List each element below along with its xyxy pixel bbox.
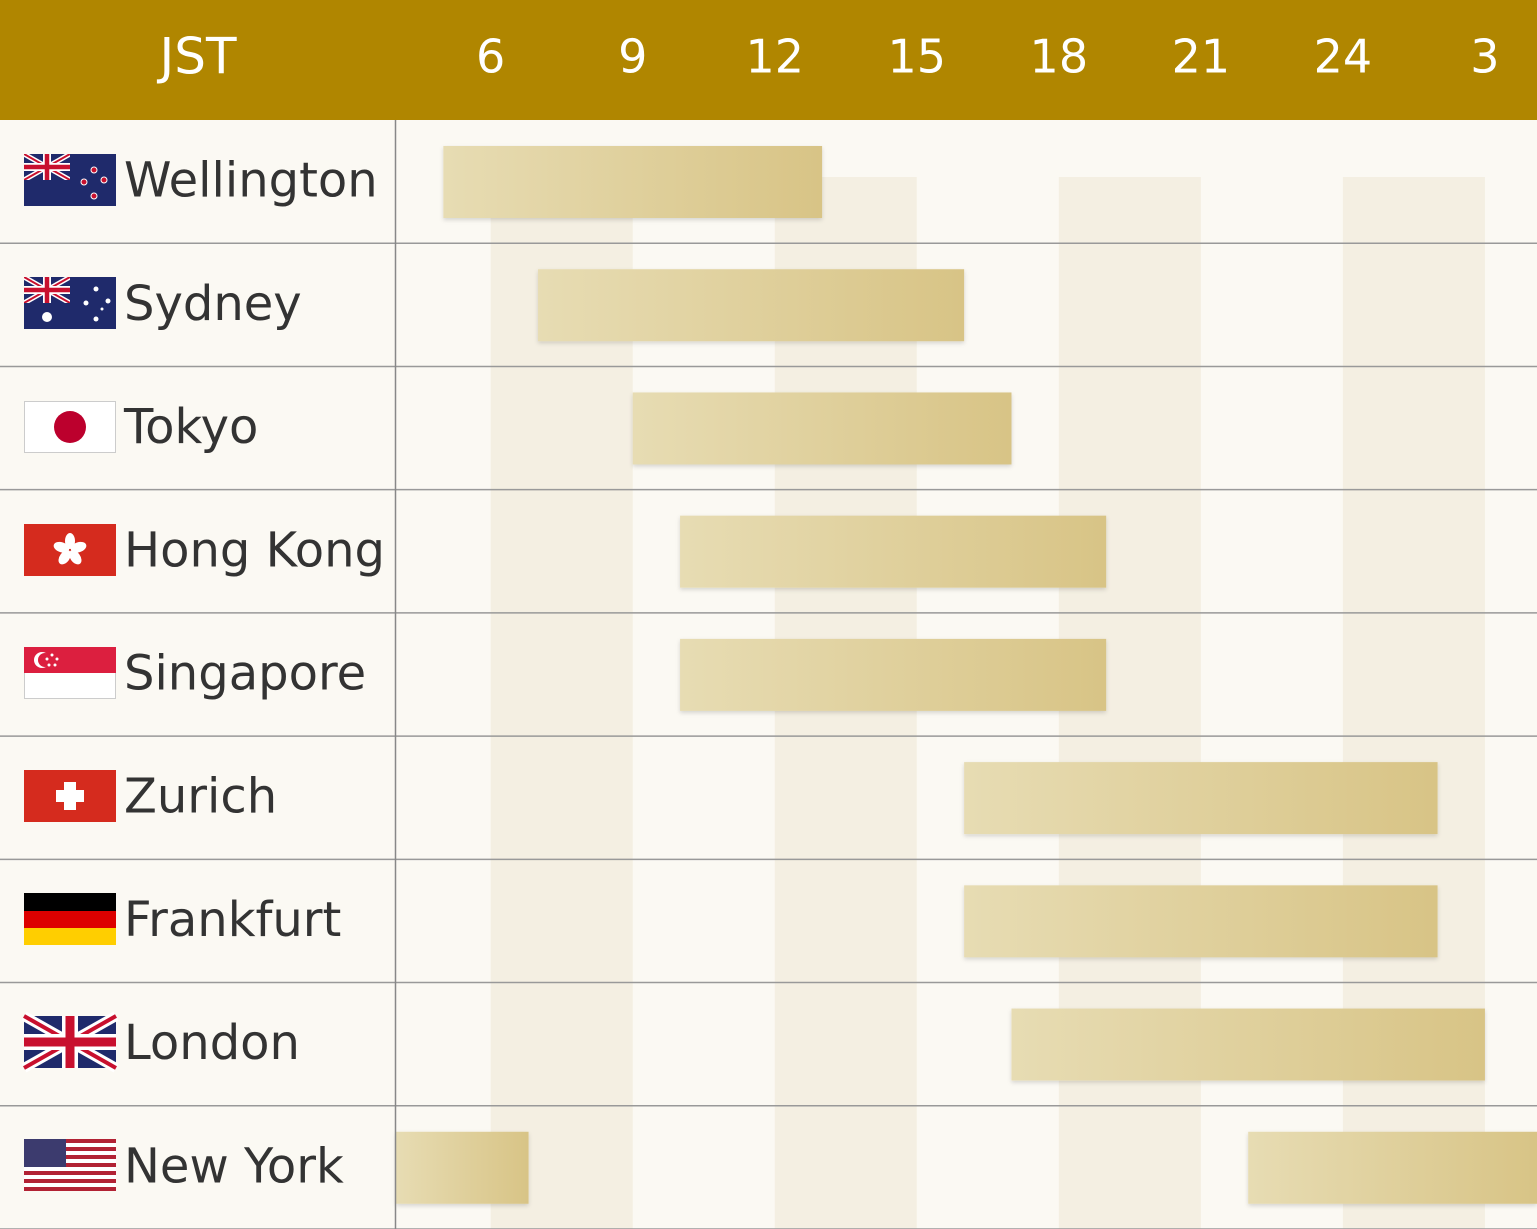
session-bar [964,762,1438,835]
session-bar [680,638,1107,711]
row-label: Zurich [124,769,277,825]
row-label: Frankfurt [124,892,341,948]
row-label: Singapore [124,646,366,702]
flag-de [24,893,116,945]
session-bar [538,269,965,342]
session-bar [632,392,1012,465]
flag-sg [24,647,116,699]
session-bar [396,1131,529,1204]
row-label: Tokyo [123,399,258,455]
header [0,0,1537,120]
flag-au [24,277,116,329]
x-tick-label: 21 [1172,30,1231,84]
x-tick-label: 18 [1030,30,1089,84]
x-tick-label: 12 [745,30,804,84]
row-label: New York [124,1138,344,1194]
flag-ch [24,770,116,822]
flag-us [24,1139,116,1191]
flag-jp [24,401,116,453]
row-label: Wellington [124,153,378,209]
session-bar [443,146,823,218]
row-label: Sydney [124,276,302,332]
flag-hk [24,524,116,576]
session-bar [680,515,1107,588]
axis-label: JST [156,28,236,86]
x-tick-label: 6 [476,30,505,84]
session-bar [964,885,1438,958]
grid-band [490,177,633,1229]
flags [24,154,116,1191]
session-bar [1248,1131,1537,1204]
x-tick-label: 15 [888,30,947,84]
row-label: London [124,1015,300,1071]
flag-uk [24,1016,116,1068]
x-tick-label: 24 [1314,30,1373,84]
flag-nz [24,154,116,206]
x-tick-label: 3 [1470,30,1499,84]
session-bar [1011,1008,1485,1081]
x-tick-label: 9 [618,30,647,84]
row-label: Hong Kong [124,522,385,578]
